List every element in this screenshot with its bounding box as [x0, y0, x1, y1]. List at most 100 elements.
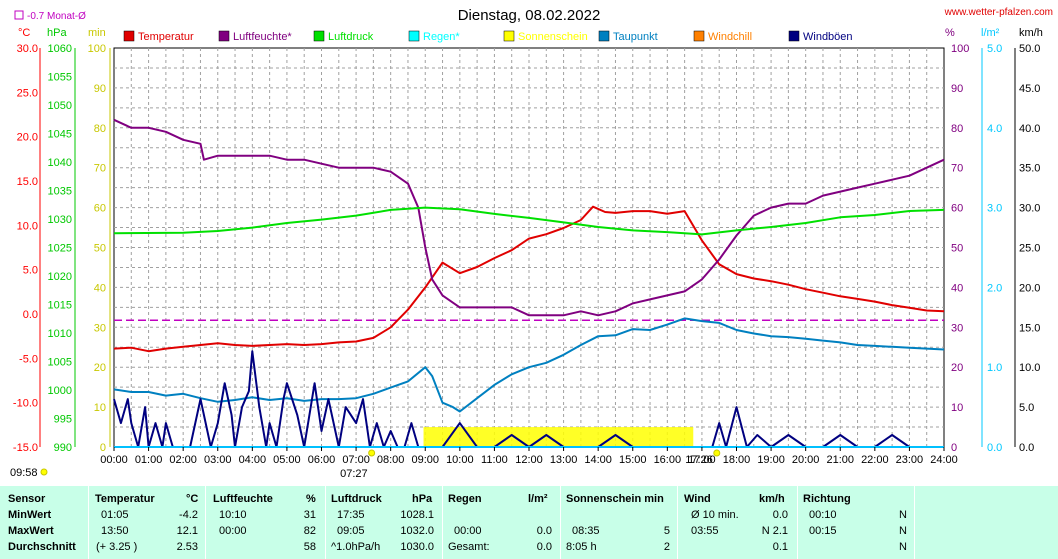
- x-tick-label: 17:00: [688, 454, 716, 466]
- min-humidity-value: 31: [303, 509, 316, 521]
- pressure-axis-label: 1020: [48, 271, 72, 283]
- header-wind: Wind: [684, 493, 711, 505]
- header-humidity: Luftfeuchte: [213, 493, 273, 505]
- legend-swatch: [408, 30, 420, 42]
- header-temperature: Temperatur: [95, 493, 155, 505]
- humidity-axis-label: 50: [951, 243, 963, 255]
- wind-axis-label: 30.0: [1019, 203, 1040, 215]
- sunset-label: 17:26: [685, 454, 713, 466]
- pressure-axis-label: 1060: [48, 43, 72, 55]
- minutes-axis-label: 80: [94, 123, 106, 135]
- series-luftdruck-line: [113, 206, 945, 236]
- temp-axis-label: 10.0: [17, 220, 38, 232]
- header-direction: Richtung: [803, 493, 851, 505]
- max-wind-time: 03:55: [691, 525, 719, 537]
- header-sunshine: Sonnenschein min: [566, 493, 664, 505]
- max-pressure-value: 1032.0: [400, 525, 434, 537]
- temp-axis-label: 15.0: [17, 176, 38, 188]
- x-tick-label: 24:00: [930, 454, 958, 466]
- x-tick-label: 21:00: [826, 454, 854, 466]
- wind-axis-label: 5.0: [1019, 402, 1034, 414]
- row-max-label: MaxWert: [8, 525, 54, 537]
- temp-axis-label: 25.0: [17, 87, 38, 99]
- minutes-axis-label: 40: [94, 282, 106, 294]
- minutes-axis-label: 0: [100, 442, 106, 454]
- avg-wind-value: 0.1: [772, 541, 788, 553]
- sunset-marker: [713, 449, 721, 457]
- pressure-axis-label: 1010: [48, 328, 72, 340]
- temp-axis-label: -15.0: [13, 442, 38, 454]
- x-tick-label: 05:00: [273, 454, 301, 466]
- x-tick-label: 19:00: [757, 454, 785, 466]
- max-rain-time: 00:00: [454, 525, 482, 537]
- pressure-axis-label: 1050: [48, 100, 72, 112]
- legend-label: Windchill: [708, 31, 752, 43]
- avg-pressure-value: 1030.0: [400, 541, 434, 553]
- legend-swatch: [788, 30, 800, 42]
- x-tick-label: 11:00: [481, 454, 508, 466]
- temp-axis-label: 30.0: [17, 43, 38, 55]
- wind-axis-label: 50.0: [1019, 43, 1040, 55]
- humidity-axis-label: 40: [951, 282, 963, 294]
- max-rain-value: 0.0: [536, 525, 552, 537]
- header-rain: Regen: [448, 493, 482, 505]
- x-tick-label: 14:00: [584, 454, 612, 466]
- x-tick-label: 04:00: [239, 454, 267, 466]
- wind-axis-label: 25.0: [1019, 243, 1040, 255]
- x-tick-label: 00:00: [100, 454, 128, 466]
- legend-swatch: [123, 30, 135, 42]
- legend-swatch: [218, 30, 230, 42]
- temp-axis-label: 0.0: [23, 309, 38, 321]
- row-avg-label: Durchschnitt: [8, 541, 76, 553]
- rain-total-label: Gesamt:: [448, 541, 490, 553]
- max-direction-time: 00:15: [809, 525, 837, 537]
- temp-axis-label: -5.0: [19, 353, 38, 365]
- header-pressure-unit: hPa: [412, 493, 433, 505]
- pressure-trend: ^1.0hPa/h: [331, 541, 381, 553]
- pressure-axis-label: 1030: [48, 214, 72, 226]
- temp-unit: °C: [18, 27, 30, 39]
- x-tick-label: 09:00: [411, 454, 439, 466]
- header-wind-unit: km/h: [759, 493, 785, 505]
- weather-chart: Dienstag, 08.02.2022 www.wetter-pfalzen.…: [10, 7, 1053, 480]
- wind-unit: km/h: [1019, 27, 1043, 39]
- humidity-axis-label: 90: [951, 83, 963, 95]
- sunshine-total: 8:05 h: [566, 541, 597, 553]
- max-humidity-time: 00:00: [219, 525, 247, 537]
- pressure-axis-label: 1015: [48, 300, 72, 312]
- minutes-axis-label: 10: [94, 402, 106, 414]
- wind-axis-label: 40.0: [1019, 123, 1040, 135]
- rain-axis-label: 3.0: [987, 203, 1002, 215]
- max-pressure-time: 09:05: [337, 525, 365, 537]
- max-sunshine-time: 08:35: [572, 525, 600, 537]
- site-link[interactable]: www.wetter-pfalzen.com: [944, 7, 1053, 18]
- legend-swatch: [693, 30, 705, 42]
- minutes-axis-label: 90: [94, 83, 106, 95]
- minutes-unit: min: [88, 27, 106, 39]
- max-temp-time: 13:50: [101, 525, 129, 537]
- humidity-unit: %: [945, 27, 955, 39]
- rain-axis-label: 1.0: [987, 362, 1002, 374]
- sunrise-marker: [368, 449, 376, 457]
- monthly-avg-label: -0.7 Monat-Ø: [27, 11, 86, 22]
- humidity-axis-label: 60: [951, 203, 963, 215]
- sunrise-label: 07:27: [340, 468, 368, 480]
- pressure-axis-label: 1025: [48, 243, 72, 255]
- max-humidity-value: 82: [303, 525, 316, 537]
- legend-label: Luftfeuchte*: [233, 31, 292, 43]
- wind-axis-label: 20.0: [1019, 282, 1040, 294]
- legend-label: Temperatur: [138, 31, 194, 43]
- wind-axis-label: 35.0: [1019, 163, 1040, 175]
- humidity-axis-label: 20: [951, 362, 963, 374]
- series-luftfeuchte-line: [113, 118, 945, 317]
- humidity-axis-label: 80: [951, 123, 963, 135]
- pressure-axis-label: 1045: [48, 129, 72, 141]
- day-length-label: 09:58: [10, 467, 38, 479]
- day-length-icon: [40, 468, 48, 476]
- pressure-axis-label: 1055: [48, 72, 72, 84]
- min-temp-time: 01:05: [101, 509, 129, 521]
- x-tick-label: 03:00: [204, 454, 232, 466]
- x-tick-label: 06:00: [308, 454, 336, 466]
- header-rain-unit: l/m²: [528, 493, 548, 505]
- avg-temp-value: 2.53: [176, 541, 198, 553]
